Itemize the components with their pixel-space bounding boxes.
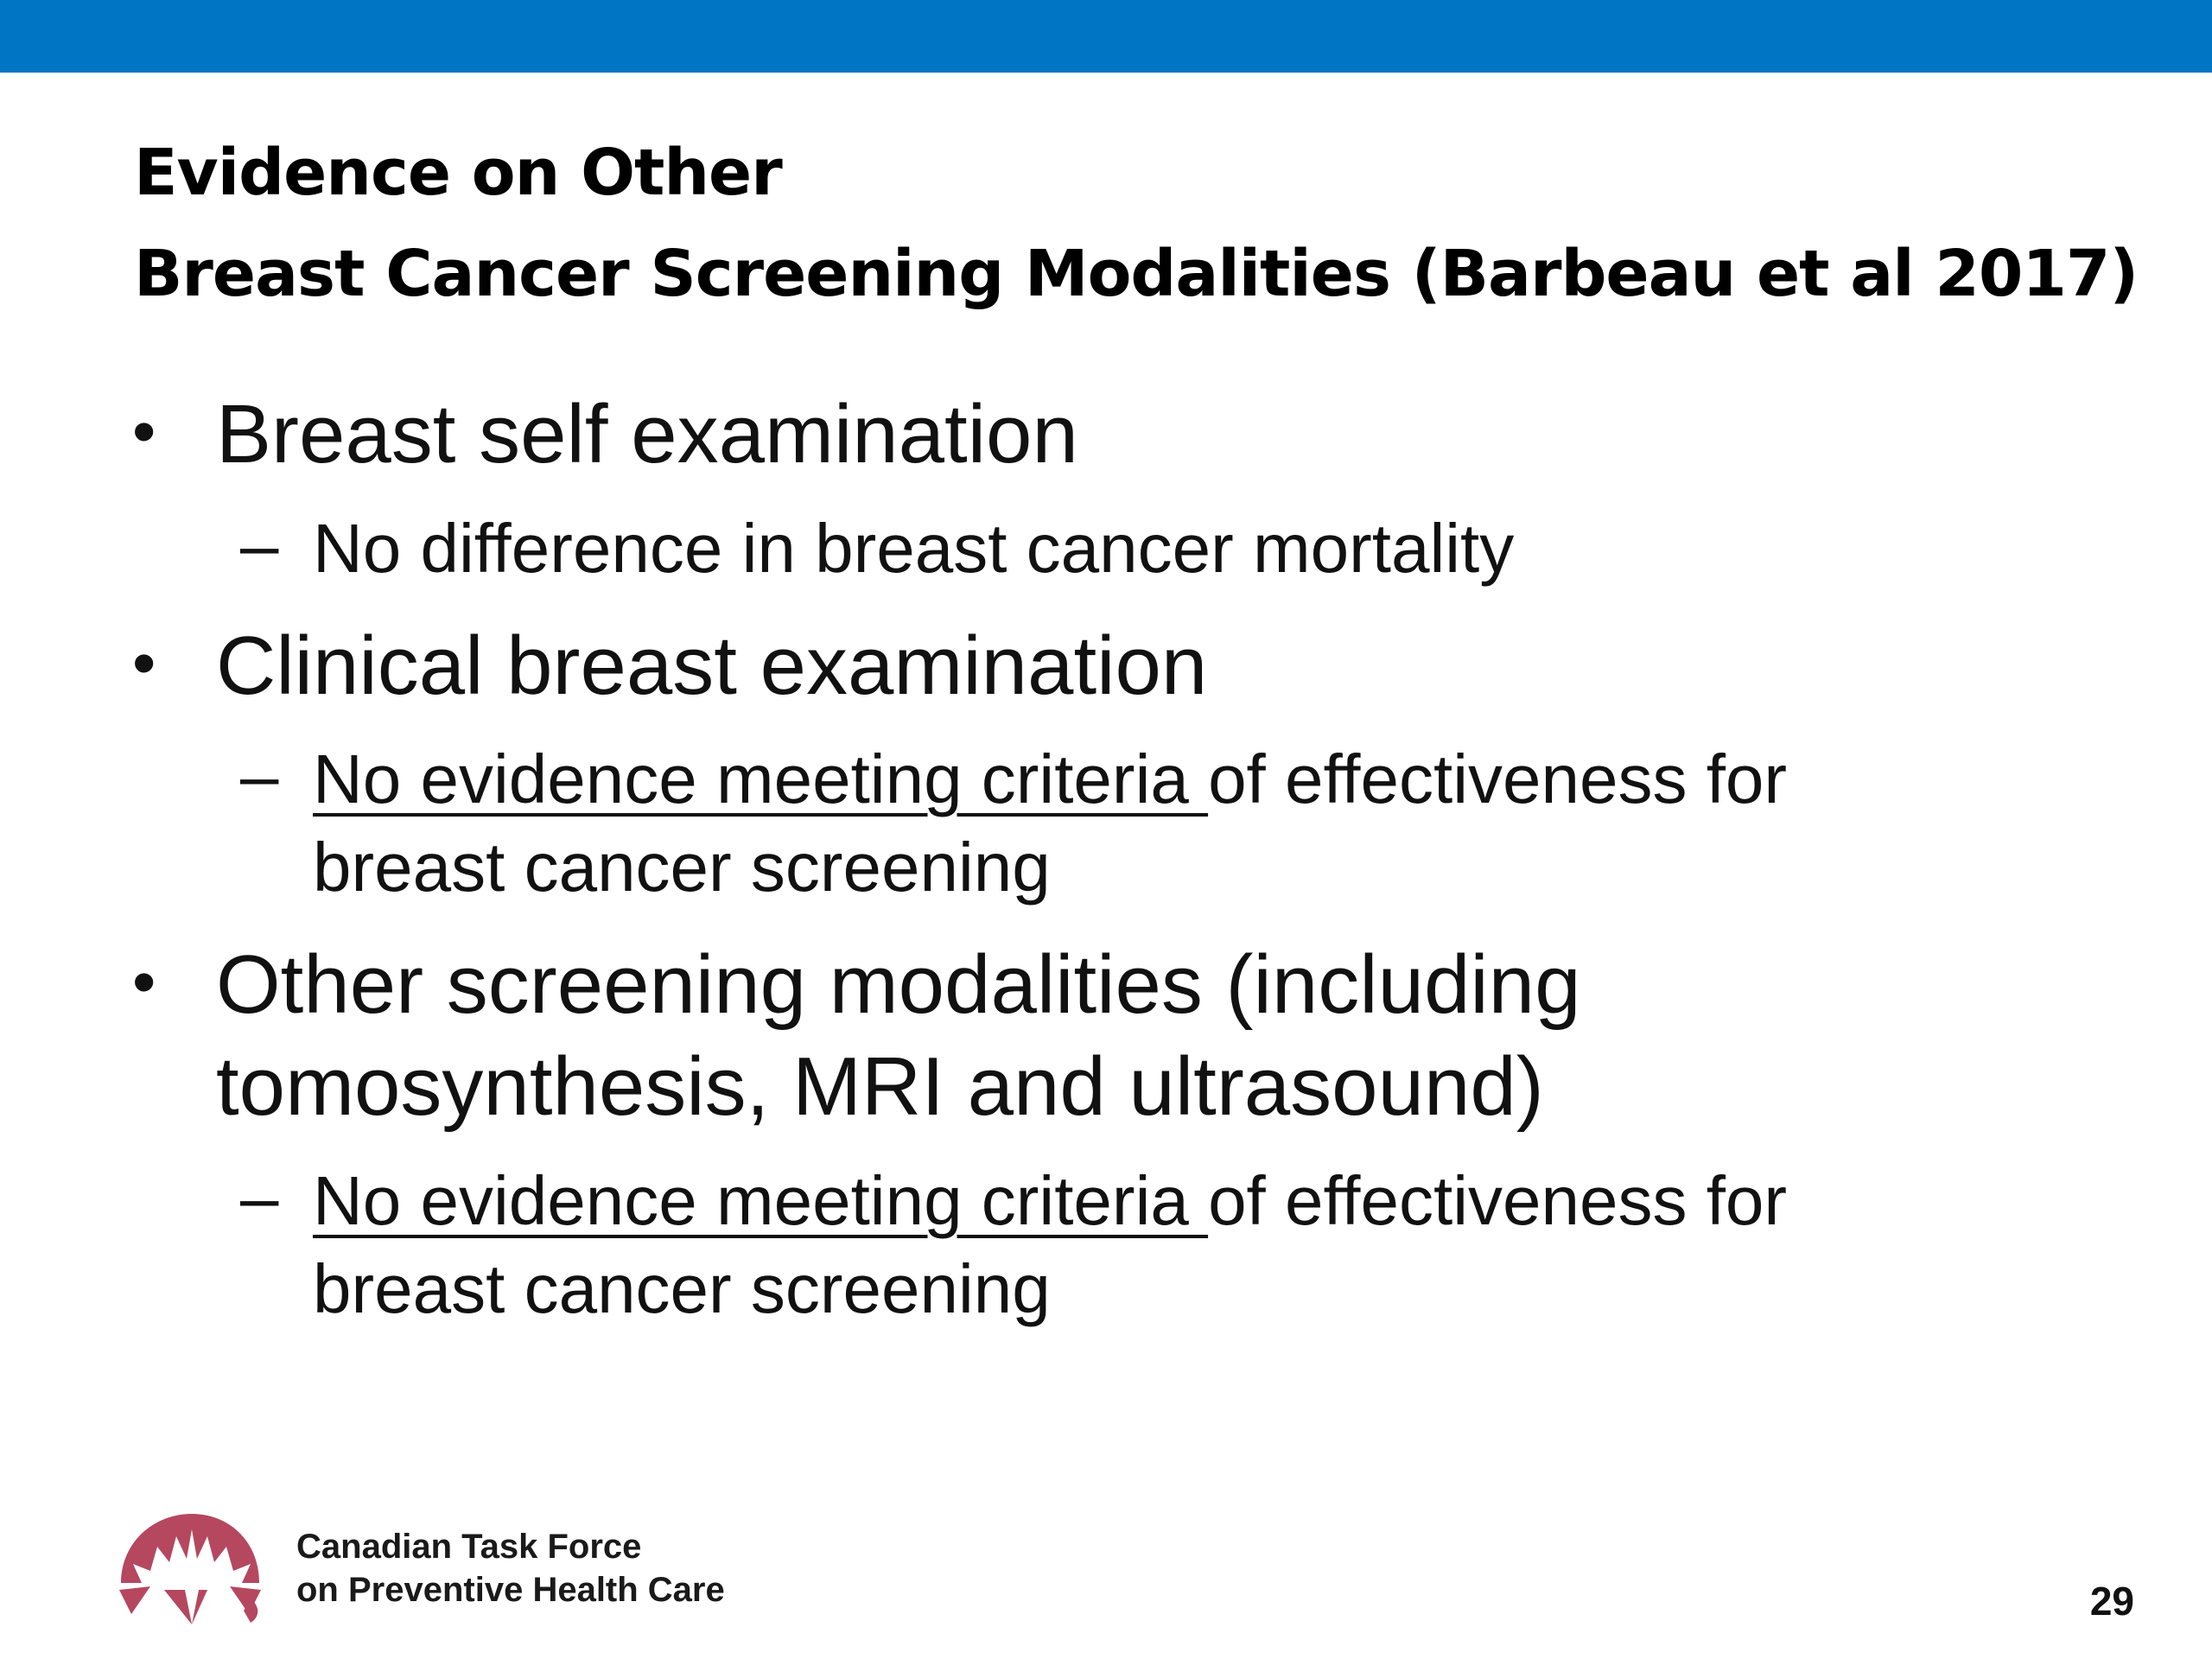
sub-bullet-2-line-2: breast cancer screening xyxy=(313,829,1051,906)
slide-title-line-2: Breast Cancer Screening Modalities (Barb… xyxy=(134,237,2139,311)
sub-bullet-dash: – xyxy=(240,1159,279,1236)
sub-bullet-2-rest: of effectiveness for xyxy=(1208,741,1788,817)
bullet-item-3-line-2: tomosynthesis, MRI and ultrasound) xyxy=(216,1040,1544,1133)
sub-bullet-3: No evidence meeting criteria of effectiv… xyxy=(313,1156,1787,1246)
sub-bullet-3-line-2: breast cancer screening xyxy=(313,1250,1051,1327)
top-accent-bar xyxy=(0,0,2212,73)
bullet-dot: • xyxy=(132,625,156,701)
bullet-item-1: Breast self examination xyxy=(216,388,1078,480)
sub-bullet-2-underlined: No evidence meeting criteria xyxy=(313,741,1209,817)
sub-bullet-3-rest: of effectiveness for xyxy=(1208,1162,1788,1239)
page-number: 29 xyxy=(2089,1579,2134,1624)
bullet-item-3-line-1: Other screening modalities (including xyxy=(216,938,1581,1031)
bullet-dot: • xyxy=(132,944,156,1020)
slide-title: Evidence on Other Breast Cancer Screenin… xyxy=(134,123,2190,325)
organization-name-line-2: on Preventive Health Care xyxy=(296,1571,725,1609)
bullet-item-2: Clinical breast examination xyxy=(216,620,1208,712)
sub-bullet-3-underlined: No evidence meeting criteria xyxy=(313,1162,1209,1239)
sub-bullet-1: No difference in breast cancer mortality xyxy=(313,510,1515,587)
organization-name-line-1: Canadian Task Force xyxy=(296,1528,642,1566)
sub-bullet-dash: – xyxy=(240,506,279,583)
slide-title-line-1: Evidence on Other xyxy=(134,136,783,210)
sub-bullet-dash: – xyxy=(240,737,279,814)
sub-bullet-2: No evidence meeting criteria of effectiv… xyxy=(313,734,1787,824)
bullet-dot: • xyxy=(132,393,156,469)
organization-name: Canadian Task Force on Preventive Health… xyxy=(296,1525,725,1611)
maple-leaf-arc-logo-icon xyxy=(119,1514,261,1624)
